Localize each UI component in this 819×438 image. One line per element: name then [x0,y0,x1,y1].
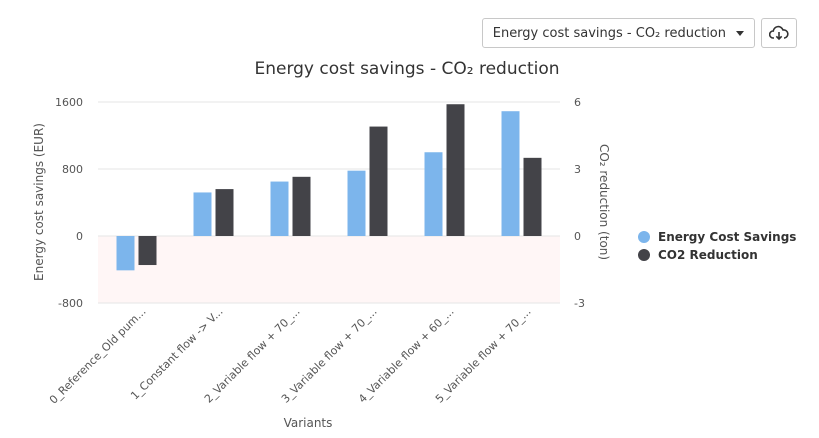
y-axis-title: Energy cost savings (EUR) [32,123,46,281]
legend-item-label: CO2 Reduction [658,248,758,262]
co2-reduction-bar [215,189,234,236]
energy-savings-bar [501,111,520,236]
energy-savings-bar [424,152,443,236]
energy-savings-bar [193,192,212,236]
y-tick-label: -800 [58,297,83,310]
chart-toolbar: Energy cost savings - CO₂ reduction [481,18,797,48]
y-tick-label: 800 [62,163,83,176]
chart-selector-dropdown[interactable]: Energy cost savings - CO₂ reduction [481,18,755,48]
energy-savings-bar [116,236,135,271]
co2-reduction-bar [292,176,311,236]
cloud-download-icon [769,25,789,41]
co2-reduction-bar [138,236,157,266]
co2-reduction-bar [369,126,388,236]
y2-tick-label: 6 [574,96,581,109]
legend-marker [638,231,650,243]
y2-axis-title: CO₂ reduction (ton) [597,144,611,260]
x-axis-title: Variants [284,416,333,430]
y2-tick-label: 0 [574,230,581,243]
energy-savings-bar [270,181,289,236]
legend-item-label: Energy Cost Savings [658,230,796,244]
chart-title: Energy cost savings - CO₂ reduction [254,59,559,79]
y2-tick-label: -3 [574,297,585,310]
y-tick-label: 0 [76,230,83,243]
chart-selector-label: Energy cost savings - CO₂ reduction [492,25,726,41]
caret-down-icon [736,30,744,36]
y2-tick-label: 3 [574,163,581,176]
negative-plot-band [98,236,560,303]
legend-marker [638,249,650,261]
energy-savings-bar [347,170,366,236]
download-button[interactable] [761,18,797,48]
co2-reduction-bar [446,104,465,236]
co2-reduction-bar [523,157,542,236]
legend: Energy Cost Savings CO2 Reduction [638,230,796,262]
y-tick-label: 1600 [55,96,83,109]
